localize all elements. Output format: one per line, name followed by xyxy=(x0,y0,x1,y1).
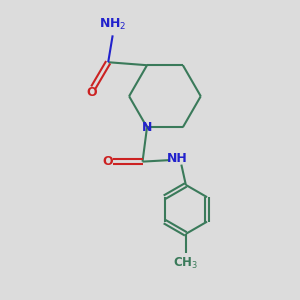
Text: NH: NH xyxy=(167,152,187,165)
Text: N: N xyxy=(142,121,152,134)
Text: O: O xyxy=(102,155,112,168)
Text: O: O xyxy=(86,85,97,99)
Text: CH$_3$: CH$_3$ xyxy=(173,256,198,272)
Text: NH$_2$: NH$_2$ xyxy=(99,17,126,32)
